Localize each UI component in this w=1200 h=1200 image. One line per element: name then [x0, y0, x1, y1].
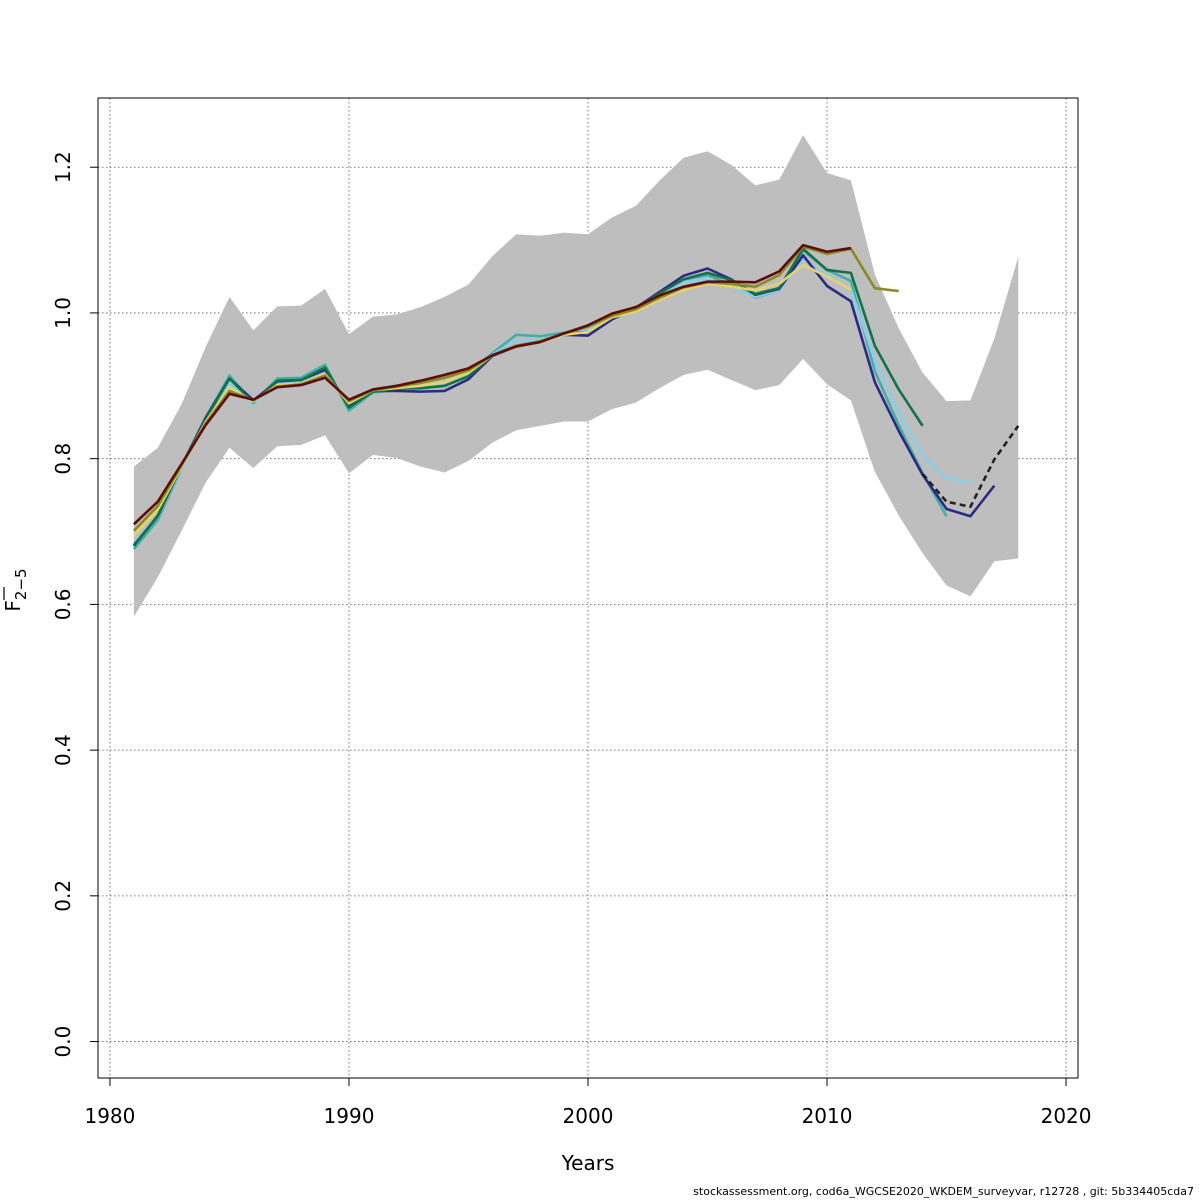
y-tick-label-2: 0.4: [51, 734, 75, 766]
y-tick-label-1: 0.2: [51, 880, 75, 912]
y-tick-label-group-0: 0.0: [51, 1026, 75, 1058]
series-line-7: [132, 243, 852, 526]
y-tick-label-4: 0.8: [51, 443, 75, 475]
confidence-band-area: [133, 135, 1019, 617]
y-axis-title-main: F: [1, 600, 25, 612]
series-layer: [132, 243, 1020, 550]
y-tick-label-5: 1.0: [51, 297, 75, 329]
y-tick-label-6: 1.2: [51, 151, 75, 183]
y-axis-title-sub: 2−5: [12, 568, 30, 600]
y-tick-label-group-5: 1.0: [51, 297, 75, 329]
series-line-8: [921, 425, 1020, 509]
confidence-band: [133, 135, 1019, 617]
y-tick-label-group-6: 1.2: [51, 151, 75, 183]
y-tick-label-0: 0.0: [51, 1026, 75, 1058]
x-tick-label-2: 2000: [563, 1104, 614, 1128]
x-tick-label-4: 2020: [1041, 1104, 1092, 1128]
y-tick-label-group-2: 0.4: [51, 734, 75, 766]
x-tick-label-3: 2010: [802, 1104, 853, 1128]
x-tick-label-1: 1990: [324, 1104, 375, 1128]
x-tick-label-0: 1980: [84, 1104, 135, 1128]
svg-text:F2−5: F2−5: [1, 568, 30, 611]
footer-note: stockassessment.org, cod6a_WGCSE2020_WKD…: [693, 1185, 1194, 1198]
y-axis: 0.0 0.2 0.4 0.6 0.8 1.0 1.2: [51, 151, 98, 1057]
y-tick-label-group-1: 0.2: [51, 880, 75, 912]
y-axis-title: F2−5: [1, 568, 30, 611]
y-tick-label-group-3: 0.6: [51, 588, 75, 620]
x-axis: 1980 1990 2000 2010 2020: [84, 1078, 1092, 1128]
x-axis-title: Years: [561, 1151, 615, 1175]
y-tick-label-3: 0.6: [51, 588, 75, 620]
y-tick-label-group-4: 0.8: [51, 443, 75, 475]
